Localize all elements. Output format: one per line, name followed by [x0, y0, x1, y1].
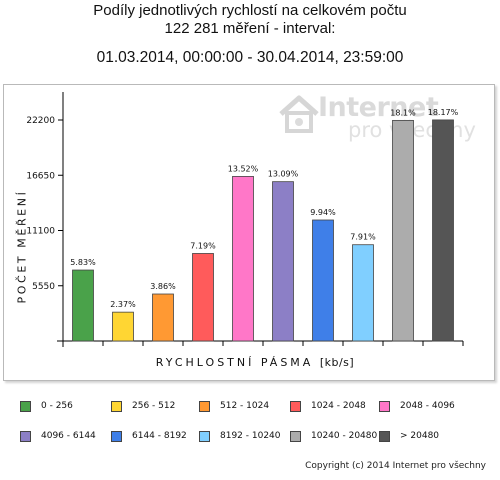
chart-title-line-2: 122 281 měření - interval:: [164, 20, 336, 37]
bar-data-label: 9.94%: [310, 208, 336, 217]
legend-label: 1024 - 2048: [311, 401, 366, 411]
legend-item: 1024 - 2048: [290, 399, 366, 413]
bar: [192, 253, 214, 342]
legend-item: 256 - 512: [111, 399, 175, 413]
legend-label: 8192 - 10240: [220, 431, 281, 441]
legend-item: 6144 - 8192: [111, 429, 187, 443]
x-axis-label: RYCHLOSTNÍ PÁSMA [kb/s]: [60, 356, 450, 369]
legend-label: > 20480: [400, 431, 440, 441]
bar-data-label: 7.19%: [190, 241, 216, 250]
bar-chart: 5550 11100 16650 22200 5.83% 2.37% 3.86% 7.19% 1…: [26, 92, 464, 347]
x-axis-label-text: RYCHLOSTNÍ PÁSMA: [155, 356, 314, 369]
bar: [272, 181, 294, 342]
bar: [152, 293, 174, 342]
y-tick-label: 5550: [32, 282, 55, 292]
bar-data-label: 7.91%: [350, 233, 376, 242]
y-tick-label: 11100: [26, 227, 55, 237]
house-icon: [279, 95, 319, 133]
legend-swatch: [199, 430, 210, 442]
bar-data-label: 18.17%: [428, 108, 459, 117]
bar-data-label: 5.83%: [70, 258, 96, 267]
legend-item: 512 - 1024: [199, 399, 269, 413]
legend-label: 2048 - 4096: [400, 401, 455, 411]
legend-label: 10240 - 20480: [311, 431, 378, 441]
legend-swatch: [290, 400, 301, 412]
legend-swatch: [199, 400, 210, 412]
bar: [232, 176, 254, 342]
bar: [312, 219, 334, 342]
legend-swatch: [20, 430, 31, 442]
legend-item: 2048 - 4096: [379, 399, 455, 413]
chart-title-line-1: Podíly jednotlivých rychlostí na celkové…: [93, 2, 407, 19]
legend-label: 6144 - 8192: [132, 431, 187, 441]
watermark-line-1: Internet: [318, 92, 439, 123]
legend-label: 256 - 512: [132, 401, 176, 411]
chart-title-interval: 01.03.2014, 00:00:00 - 30.04.2014, 23:59…: [96, 49, 404, 66]
bar-data-label: 3.86%: [150, 282, 176, 291]
bar-data-label: 13.09%: [268, 170, 299, 179]
bar: [72, 269, 94, 342]
bar: [112, 311, 134, 342]
legend-label: 0 - 256: [41, 401, 73, 411]
y-axis-label: POČET MĚŘENÍ: [15, 189, 29, 304]
bar-data-label: 13.52%: [228, 164, 259, 173]
bar-data-label: 2.37%: [110, 300, 136, 309]
legend-item: 4096 - 6144: [20, 429, 96, 443]
legend-swatch: [290, 430, 301, 442]
x-axis-unit: [kb/s]: [319, 356, 355, 369]
legend-swatch: [111, 400, 122, 412]
legend-swatch: [379, 430, 390, 442]
legend-item: 0 - 256: [20, 399, 73, 413]
legend-swatch: [379, 400, 390, 412]
legend-label: 4096 - 6144: [41, 431, 96, 441]
legend-item: 8192 - 10240: [199, 429, 281, 443]
bar: [392, 119, 414, 342]
y-tick-label: 22200: [26, 116, 55, 126]
legend-label: 512 - 1024: [220, 401, 270, 411]
legend-item: 10240 - 20480: [290, 429, 377, 443]
bar: [352, 244, 374, 342]
bar: [432, 119, 454, 342]
legend-swatch: [20, 400, 31, 412]
legend-item: > 20480: [379, 429, 439, 443]
y-tick-label: 16650: [26, 171, 55, 181]
legend-swatch: [111, 430, 122, 442]
copyright-notice: Copyright (c) 2014 Internet pro všechny: [305, 461, 486, 471]
bar-data-label: 18.1%: [390, 108, 416, 117]
